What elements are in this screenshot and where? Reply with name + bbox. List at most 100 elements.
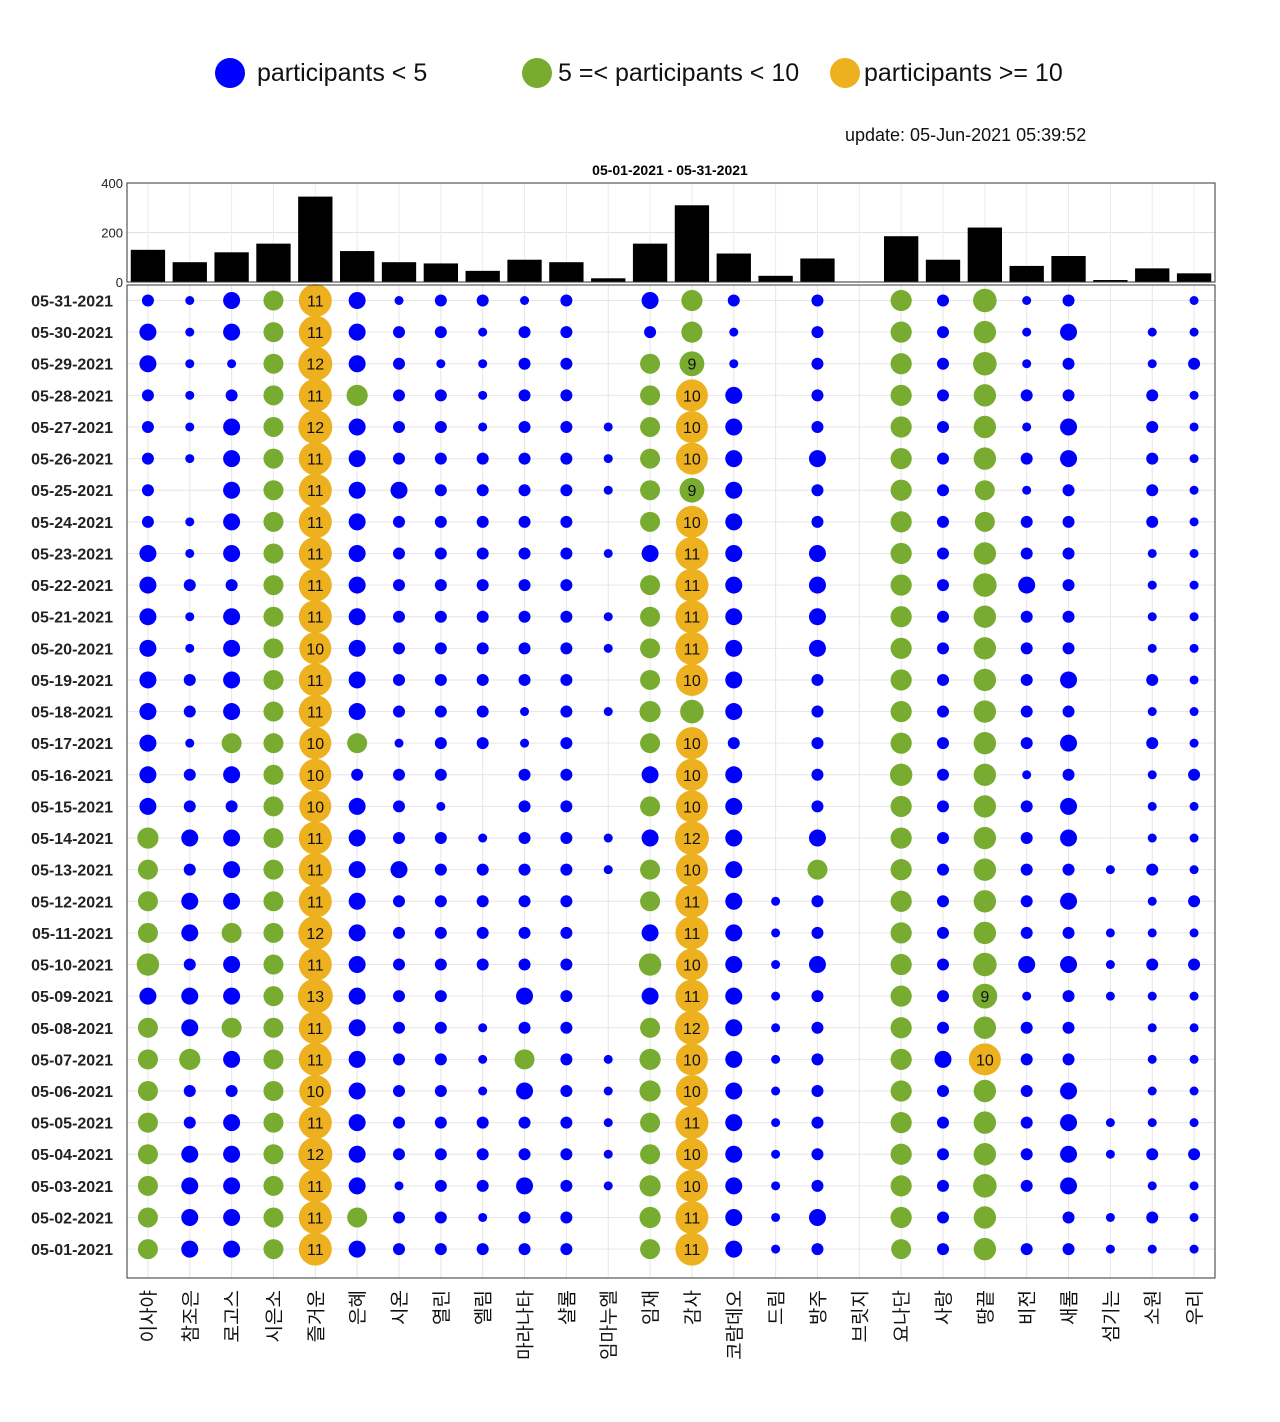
dot-value-label: 11 <box>684 1210 701 1227</box>
participant-dot <box>640 891 661 912</box>
participant-dot <box>808 1208 826 1226</box>
participant-dot <box>1189 548 1199 558</box>
participant-dot <box>1105 928 1115 938</box>
participant-dot <box>263 1144 284 1165</box>
date-label: 05-21-2021 <box>31 610 113 627</box>
participant-dot <box>185 422 195 432</box>
participant-dot <box>518 1211 531 1224</box>
dot-value-label: 10 <box>683 799 701 816</box>
participant-dot <box>560 642 573 655</box>
participant-dot <box>1062 389 1075 402</box>
participant-dot <box>518 579 531 592</box>
participant-dot <box>1060 956 1078 974</box>
participant-dot <box>476 1148 489 1161</box>
participant-dot <box>560 515 573 528</box>
participant-dot <box>223 608 241 626</box>
participant-dot <box>434 1085 447 1097</box>
participant-dot <box>640 575 661 596</box>
participant-dot <box>263 511 284 532</box>
participant-dot <box>1060 1177 1078 1195</box>
participant-dot <box>1147 801 1157 811</box>
participant-dot <box>393 895 405 908</box>
participant-dot <box>393 610 405 623</box>
participant-dot <box>675 631 709 665</box>
participant-dot <box>890 1143 912 1165</box>
dot-panel-border <box>126 284 1216 1279</box>
participant-dot <box>1060 1145 1078 1163</box>
participant-dot <box>937 737 949 750</box>
dot-value-label: 11 <box>684 926 701 943</box>
participant-dot <box>890 890 912 912</box>
dot-value-label: 10 <box>683 958 701 975</box>
participant-dot <box>223 892 241 910</box>
participant-dot <box>639 1175 661 1197</box>
participant-dot <box>890 827 912 849</box>
total-bar <box>674 205 710 282</box>
participant-dot <box>890 353 912 375</box>
dot-value-label: 10 <box>683 452 701 469</box>
participant-dot <box>973 447 997 470</box>
participant-dot <box>1060 671 1078 689</box>
participant-dot <box>1147 928 1157 938</box>
participant-dot <box>811 1179 824 1192</box>
participant-dot <box>725 544 743 562</box>
dot-value-label: 10 <box>683 388 701 405</box>
participant-dot <box>518 610 531 623</box>
participant-dot <box>348 481 366 499</box>
participant-dot <box>1146 1211 1159 1224</box>
participant-dot <box>1062 515 1075 528</box>
participant-dot <box>1189 928 1199 938</box>
total-bar <box>883 236 919 282</box>
participant-dot <box>1020 515 1033 528</box>
participant-dot <box>478 359 488 369</box>
participant-dot <box>518 452 531 465</box>
participant-dot <box>811 515 824 528</box>
participant-dot <box>1189 327 1199 337</box>
dot-value-label: 11 <box>307 546 324 563</box>
participant-dot <box>725 1082 743 1100</box>
bar-ytick-label: 200 <box>101 226 123 241</box>
participant-dot <box>518 484 531 497</box>
dot-value-label: 11 <box>307 610 324 627</box>
participant-dot <box>394 738 404 748</box>
participant-dot <box>181 829 199 847</box>
participant-dot <box>139 576 157 594</box>
participant-dot <box>560 579 573 592</box>
participant-dot <box>890 953 912 976</box>
participant-dot <box>434 547 447 560</box>
participant-dot <box>771 991 781 1001</box>
category-label: 열린 <box>431 1290 453 1325</box>
participant-dot <box>973 351 997 376</box>
participant-dot <box>1020 1021 1033 1034</box>
participant-dot <box>476 1116 489 1129</box>
participant-dot <box>181 924 199 942</box>
participant-dot <box>675 663 708 696</box>
participant-dot <box>1189 643 1199 653</box>
participant-dot <box>185 296 195 305</box>
participant-dot <box>478 1054 488 1064</box>
participant-dot <box>263 1112 284 1133</box>
participant-dot <box>298 1169 332 1203</box>
participant-dot <box>1062 610 1075 623</box>
participant-dot <box>141 515 154 528</box>
participant-dot <box>725 797 743 815</box>
participant-dot <box>1062 863 1075 876</box>
participant-dot <box>181 892 199 910</box>
participant-dot <box>1147 548 1157 558</box>
participant-dot <box>1147 1181 1157 1191</box>
participant-dot <box>518 673 531 686</box>
participant-dot <box>675 536 709 570</box>
participant-dot <box>518 800 531 813</box>
participant-dot <box>223 481 241 499</box>
participant-dot <box>1189 865 1199 875</box>
participant-dot <box>725 1208 743 1226</box>
participant-dot <box>1189 485 1199 495</box>
participant-dot <box>139 671 157 689</box>
participant-dot <box>973 637 997 660</box>
participant-dot <box>351 768 364 781</box>
participant-dot <box>393 547 405 560</box>
date-label: 05-16-2021 <box>31 768 113 785</box>
dot-value-label: 10 <box>683 1147 701 1164</box>
participant-dot <box>640 859 661 880</box>
participant-dot <box>890 1175 912 1197</box>
